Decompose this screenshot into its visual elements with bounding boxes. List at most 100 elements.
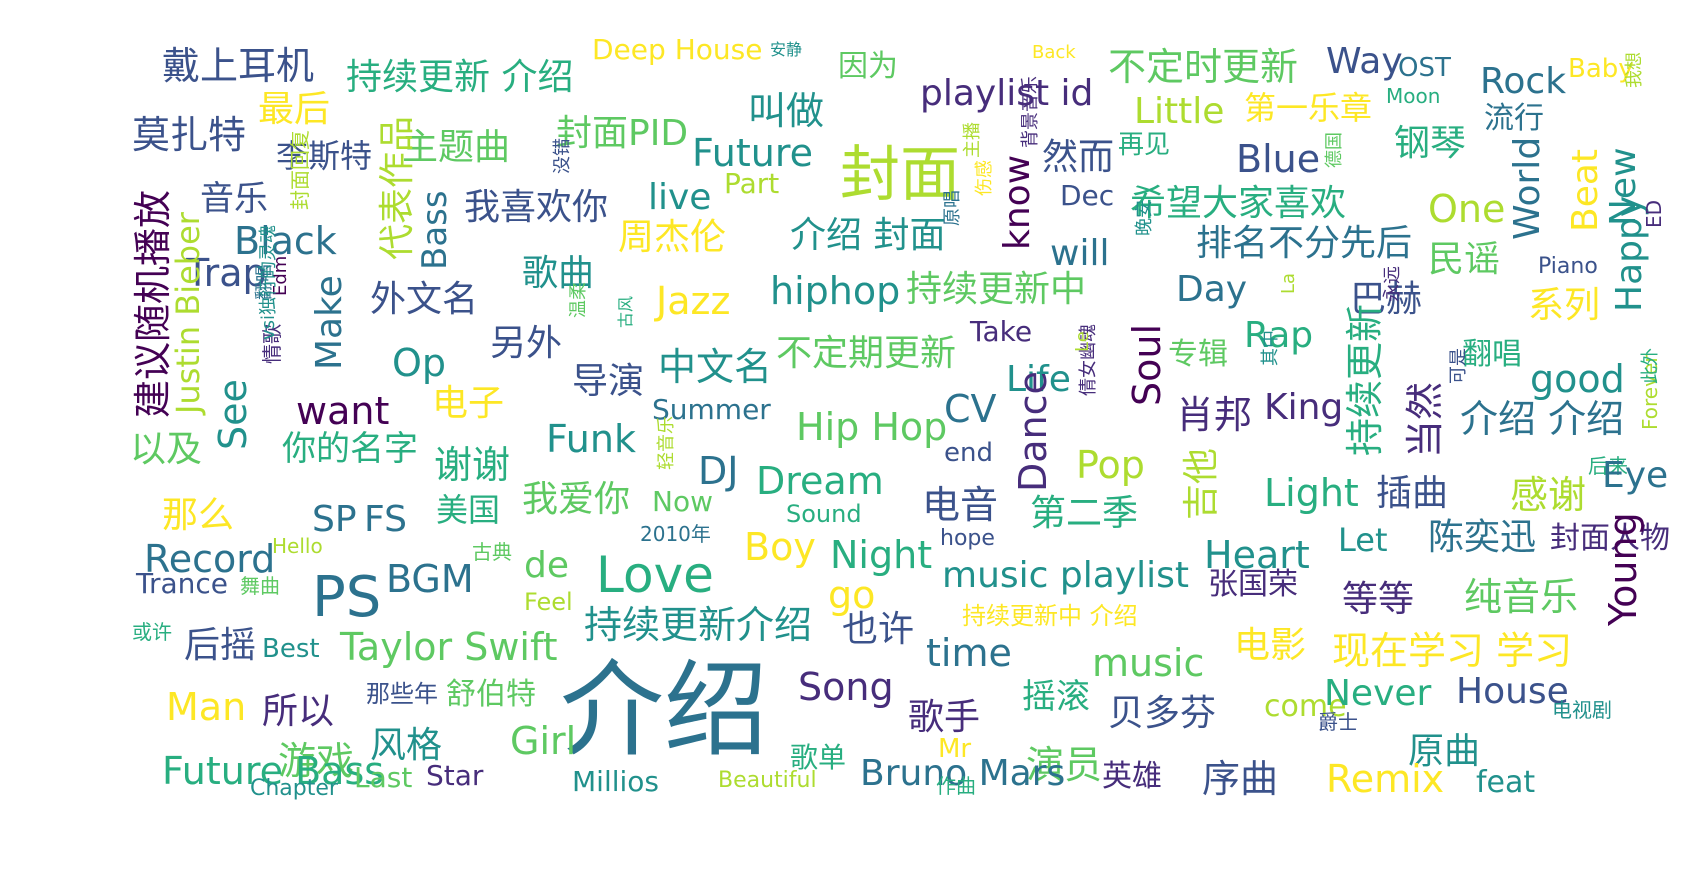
- word: 此外: [1640, 348, 1661, 384]
- word: 古风: [616, 295, 635, 328]
- word: Future: [692, 131, 814, 175]
- word: 系列: [1528, 285, 1601, 326]
- word: 周杰伦: [618, 217, 727, 258]
- word: 当然: [1403, 381, 1447, 458]
- word: BGM: [386, 557, 474, 601]
- word: Remix: [1326, 757, 1445, 801]
- word: 作曲: [936, 774, 976, 798]
- word: want: [296, 389, 390, 433]
- word: Jazz: [656, 279, 731, 323]
- word: Le: [1072, 331, 1093, 352]
- word: Girl: [510, 719, 577, 763]
- word: 永远: [1382, 266, 1403, 302]
- word: Best: [262, 634, 320, 664]
- word: 英雄: [1102, 759, 1162, 794]
- word: Man: [166, 685, 247, 729]
- word: Way: [1326, 41, 1403, 82]
- word: 第一乐章: [1244, 89, 1373, 127]
- word: 其中: [1260, 330, 1281, 366]
- word: 介绍 封面: [790, 215, 946, 256]
- word: come: [1264, 689, 1347, 724]
- word: Star: [426, 759, 484, 792]
- word: 持续更新中: [906, 269, 1087, 310]
- word: Trance: [136, 567, 229, 600]
- word: Beat: [1565, 148, 1606, 232]
- word: 晚安: [1134, 200, 1155, 236]
- word: Piano: [1538, 254, 1598, 279]
- word: Future Bass: [162, 749, 385, 793]
- word: 不定时更新: [1108, 45, 1299, 89]
- word: 持续更新介绍: [584, 603, 813, 647]
- word: One: [1428, 187, 1506, 231]
- word: Justin Bieber: [169, 212, 207, 414]
- word: Make: [309, 275, 350, 370]
- word: 感谢: [1510, 473, 1587, 517]
- word: Rap: [1244, 315, 1314, 356]
- word: 演员: [1026, 743, 1103, 787]
- word: 等等: [1342, 579, 1415, 620]
- word: 电音: [922, 483, 999, 527]
- word: Summer: [652, 393, 771, 426]
- word: 古典: [472, 540, 512, 564]
- word: 翻唱: [1462, 337, 1522, 372]
- word: 封面PID: [556, 113, 689, 154]
- word: 轻音乐: [656, 416, 677, 470]
- word: 然而: [1042, 137, 1115, 178]
- word: 导演: [572, 361, 645, 402]
- word: 电视剧: [1552, 698, 1612, 722]
- word: 再见: [1118, 130, 1171, 160]
- word: 那么: [162, 495, 235, 536]
- word: 爵士: [1318, 710, 1358, 734]
- word: 所以: [262, 691, 335, 732]
- word: 介绍: [560, 649, 769, 771]
- word: 最后: [258, 89, 331, 130]
- word: 原唱: [942, 190, 963, 226]
- word: ED: [1642, 199, 1666, 228]
- word: 谢谢: [434, 443, 511, 487]
- word: Taylor Swift: [340, 625, 558, 669]
- word: Funk: [546, 417, 636, 461]
- word: King: [1264, 387, 1344, 428]
- word: 舞曲: [240, 574, 280, 598]
- word: 安静: [770, 40, 803, 59]
- word: Love: [596, 546, 714, 604]
- word: Never: [1324, 673, 1432, 714]
- word: Op: [392, 341, 447, 385]
- word: time: [926, 631, 1012, 675]
- word: Rock: [1480, 61, 1567, 102]
- word: 插曲: [1376, 473, 1449, 514]
- word: Let: [1338, 521, 1388, 559]
- word: SP: [312, 499, 357, 540]
- word: Young: [1601, 512, 1645, 626]
- word: Record: [144, 537, 276, 581]
- word: 那些年: [366, 680, 438, 708]
- word: 也许: [842, 609, 915, 650]
- word: 我爱你: [522, 479, 631, 520]
- word: 主播: [962, 122, 983, 158]
- word: 没错: [552, 138, 573, 174]
- word: Part: [724, 167, 780, 200]
- word: Bruno Mars: [860, 753, 1066, 794]
- word: 流行: [1484, 101, 1544, 136]
- word: 第二季: [1030, 493, 1139, 534]
- word: Back: [1032, 42, 1076, 63]
- word: 伤感: [974, 160, 995, 196]
- word: PS: [312, 565, 382, 630]
- word: Baby: [1568, 54, 1634, 84]
- word: 舒伯特: [446, 677, 536, 712]
- word: 歌单: [790, 741, 847, 774]
- word: go: [828, 573, 876, 617]
- word: Black: [234, 219, 337, 263]
- word: Boy: [744, 525, 816, 569]
- word: hope: [940, 526, 995, 551]
- word: 持续更新: [1343, 303, 1387, 456]
- word: 温柔: [568, 282, 589, 318]
- word: OST: [1398, 53, 1451, 83]
- word: Light: [1264, 471, 1359, 515]
- word: 巴赫: [1350, 279, 1423, 320]
- word: 持续更新 介绍: [346, 57, 574, 98]
- word: 封面人物: [1550, 521, 1670, 556]
- word: 肖邦: [1176, 393, 1253, 437]
- word: 张国荣: [1208, 567, 1298, 602]
- word: 封面: [840, 140, 960, 210]
